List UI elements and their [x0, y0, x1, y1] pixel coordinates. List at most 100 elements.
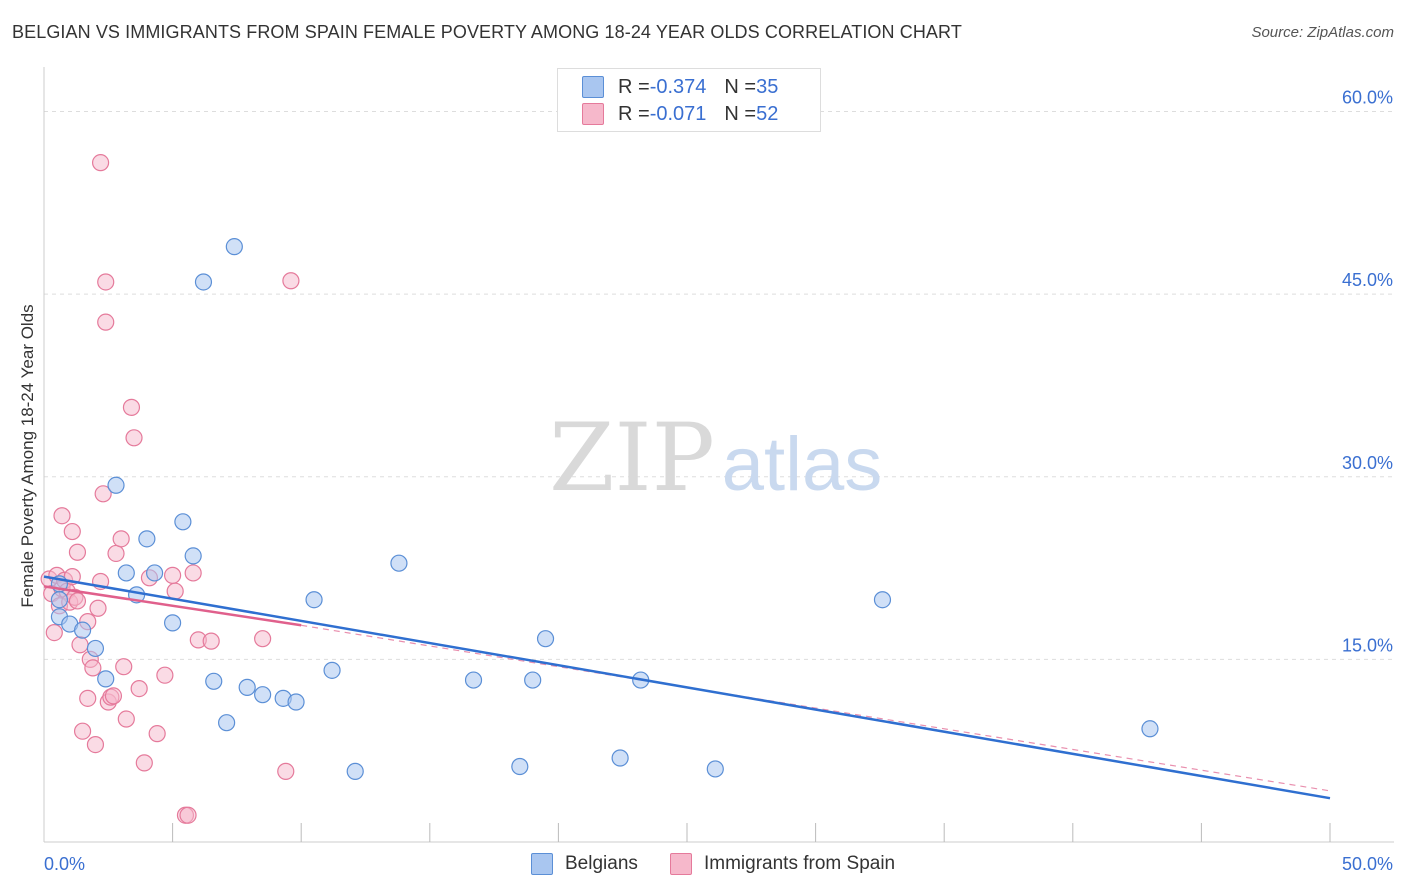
tick-labels: 15.0% 30.0% 45.0% 60.0% 0.0% 50.0%	[44, 88, 1393, 874]
bottom-legend-swatch-belgians	[531, 853, 553, 875]
spain-point	[202, 632, 220, 650]
watermark-zip: ZIP	[549, 404, 715, 513]
spain-point	[148, 725, 166, 743]
spain-point	[254, 630, 272, 648]
y-tick-label: 45.0%	[1342, 270, 1393, 290]
belgian-point	[873, 591, 892, 609]
belgian-point	[323, 661, 341, 679]
spain-point	[135, 754, 153, 772]
belgian-point	[205, 672, 223, 690]
belgian-point	[73, 621, 92, 639]
belgian-point	[536, 630, 555, 648]
belgian-point	[238, 678, 256, 696]
legend-n-value-spain: 52	[756, 102, 779, 125]
spain-point	[164, 566, 182, 584]
spain-point	[104, 687, 123, 705]
spain-point	[73, 722, 92, 740]
belgian-point	[254, 686, 272, 704]
trend-lines	[43, 575, 1331, 800]
x-tick-label: 50.0%	[1342, 854, 1393, 874]
belgian-point	[138, 530, 156, 548]
spain-point	[122, 398, 141, 416]
legend-row-belgians: R = -0.374 N = 35	[582, 75, 778, 99]
legend-r-label: R =	[618, 102, 650, 125]
spain-point	[84, 659, 102, 677]
spain-trend-extension	[301, 624, 1331, 792]
legend-swatch-belgians	[582, 76, 604, 98]
spain-point	[156, 666, 174, 684]
spain-point	[184, 564, 202, 582]
belgian-point	[611, 749, 629, 767]
spain-point	[45, 623, 63, 642]
spain-point	[282, 272, 300, 290]
legend-n-label: N =	[724, 102, 757, 125]
gridlines	[44, 111, 1394, 660]
belgian-point	[218, 714, 236, 732]
belgian-point	[346, 762, 364, 780]
belgian-point	[287, 693, 305, 711]
bottom-legend-label-belgians: Belgians	[565, 853, 638, 874]
spain-point	[97, 313, 115, 331]
spain-point	[117, 710, 135, 728]
x-tick-label: 0.0%	[44, 854, 85, 874]
spain-point	[179, 806, 197, 824]
y-tick-label: 15.0%	[1342, 635, 1393, 655]
legend-row-spain: R = -0.071 N = 52	[582, 102, 778, 126]
belgian-point	[225, 238, 243, 256]
spain-point	[63, 522, 81, 541]
stats-legend: R = -0.374 N = 35 R = -0.071 N = 52	[557, 68, 821, 132]
belgian-point	[164, 614, 182, 632]
belgian-point	[464, 671, 483, 689]
legend-r-value-belgians: -0.374	[649, 75, 707, 98]
bottom-legend-belgians: Belgians	[531, 852, 638, 876]
belgian-point	[174, 513, 192, 531]
spain-point	[71, 636, 89, 654]
belgian-point	[50, 591, 69, 609]
y-tick-label: 60.0%	[1342, 88, 1393, 108]
legend-r-value-spain: -0.071	[649, 102, 707, 125]
spain-point	[166, 582, 184, 600]
spain-points	[40, 154, 300, 824]
legend-n-label: N =	[724, 75, 757, 98]
spain-point	[107, 544, 125, 563]
spain-trend-line	[43, 585, 302, 627]
source-label: Source: ZipAtlas.com	[1251, 24, 1394, 41]
y-tick-label: 30.0%	[1342, 453, 1393, 473]
spain-point	[125, 429, 143, 447]
spain-point	[68, 543, 87, 561]
belgian-point	[194, 273, 213, 291]
belgian-point	[107, 476, 125, 494]
spain-point	[94, 485, 112, 503]
spain-point	[68, 592, 87, 610]
belgian-point	[86, 639, 105, 658]
spain-point	[79, 689, 97, 707]
spain-point	[91, 154, 110, 172]
belgian-point	[1141, 720, 1159, 738]
belgian-point	[524, 671, 542, 689]
spain-point	[97, 273, 115, 291]
belgian-point	[145, 564, 164, 582]
legend-n-value-belgians: 35	[756, 75, 779, 98]
belgian-point	[305, 591, 323, 609]
spain-point	[86, 736, 105, 754]
bottom-legend-swatch-spain	[670, 853, 692, 875]
belgian-point	[511, 757, 529, 776]
legend-swatch-spain	[582, 103, 604, 125]
axes	[43, 67, 1394, 843]
spain-point	[115, 658, 133, 676]
spain-point	[277, 762, 295, 780]
belgian-trend-line	[43, 575, 1331, 800]
spain-point	[89, 599, 107, 617]
spain-point	[130, 679, 148, 698]
bottom-legend-label-spain: Immigrants from Spain	[704, 853, 896, 874]
belgian-point	[390, 554, 408, 572]
belgian-point	[97, 670, 115, 688]
legend-r-label: R =	[618, 75, 650, 98]
spain-point	[112, 530, 130, 548]
bottom-legend-spain: Immigrants from Spain	[670, 852, 895, 876]
watermark: ZIP atlas	[549, 404, 882, 513]
chart-title: BELGIAN VS IMMIGRANTS FROM SPAIN FEMALE …	[12, 22, 962, 42]
spain-point	[53, 507, 71, 525]
watermark-atlas: atlas	[722, 422, 883, 507]
